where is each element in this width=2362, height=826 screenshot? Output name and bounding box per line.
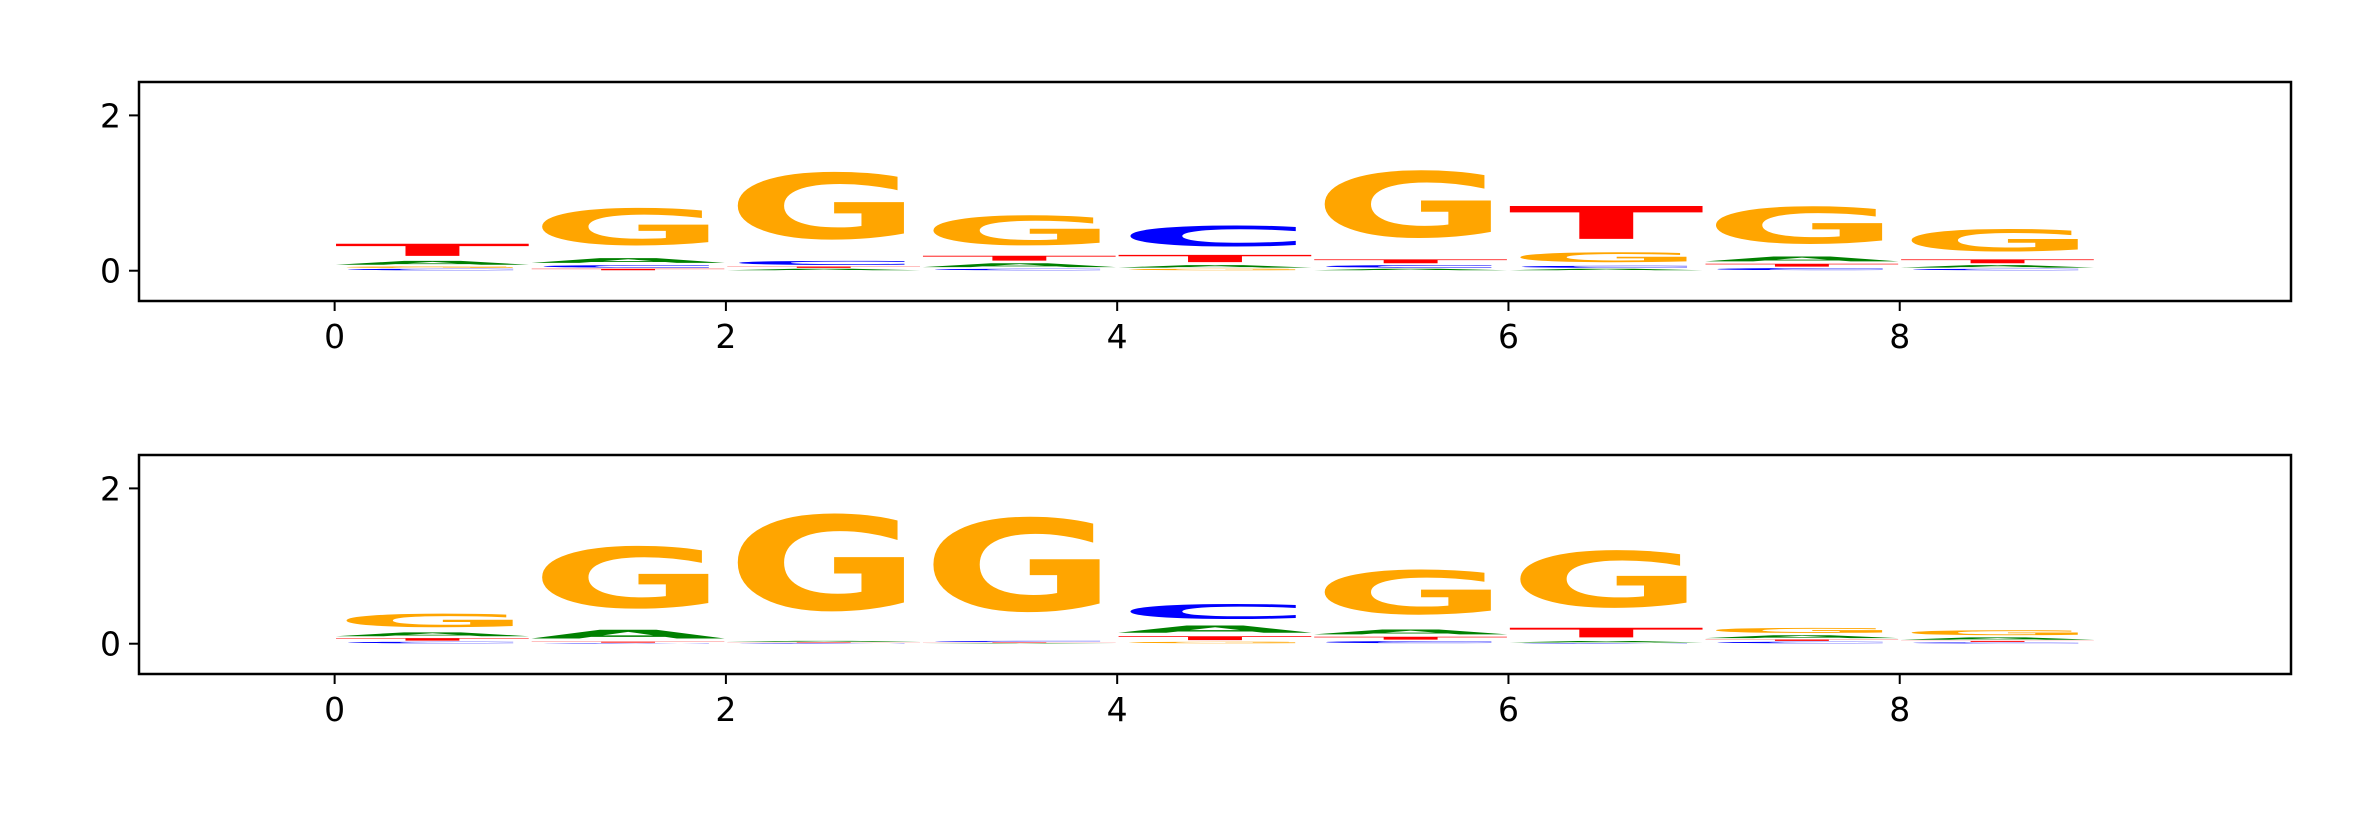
logo-letter: T: [922, 254, 1118, 262]
logo-letter: T: [726, 266, 922, 268]
logo-letter: T: [726, 642, 922, 643]
logo-letter: A: [1117, 265, 1313, 269]
x-tick-label: 4: [1107, 690, 1128, 729]
logo-letter: G: [922, 208, 1118, 254]
logo-letter: G: [922, 493, 1118, 640]
logo-letter: A: [726, 268, 922, 270]
logo-letter: C: [335, 268, 531, 270]
logo-letter: G: [335, 266, 531, 268]
logo-letter: A: [335, 260, 531, 266]
y-tick-label: 0: [100, 252, 121, 291]
logo-letter: T: [1117, 635, 1313, 641]
logo-letter: T: [1704, 639, 1900, 641]
x-tick-label: 0: [324, 690, 345, 729]
logo-letter: G: [1313, 558, 1509, 627]
logo-letter: T: [530, 641, 726, 643]
logo-letter: C: [1704, 268, 1900, 271]
logo-letter: T: [1704, 263, 1900, 268]
logo-letter: A: [1313, 268, 1509, 270]
logo-letter: G: [726, 490, 922, 641]
axes-frame: [137, 80, 2293, 303]
logo-letter: G: [530, 199, 726, 257]
logo-letter: T: [1313, 636, 1509, 641]
logo-letter: A: [726, 641, 922, 643]
logo-letter: T: [1508, 197, 1704, 250]
logo-letter: G: [1508, 250, 1704, 265]
axes-frame: [137, 453, 2293, 676]
logo-letter: A: [922, 643, 1118, 644]
logo-letter: T: [1508, 625, 1704, 640]
logo-letter: A: [1313, 628, 1509, 636]
logo-letter: A: [1117, 624, 1313, 636]
logo-letter: C: [1508, 265, 1704, 268]
logo-letter: A: [1900, 265, 2096, 269]
x-tick-label: 6: [1498, 690, 1519, 729]
logo-letter: A: [1900, 637, 2096, 641]
logo-letter: G: [1900, 224, 2096, 259]
x-tick-label: 6: [1498, 317, 1519, 356]
logo-letter: C: [922, 641, 1118, 643]
logo-letter: G: [1117, 641, 1313, 643]
logo-letter: C: [1900, 642, 2096, 644]
logo-letter: A: [1508, 268, 1704, 270]
x-tick-label: 2: [715, 317, 736, 356]
logo-letter: A: [1704, 634, 1900, 639]
logo-letter: T: [1900, 258, 2096, 264]
y-tick-label: 2: [100, 469, 121, 508]
logo-letter: T: [1117, 253, 1313, 265]
logo-letter: A: [530, 627, 726, 641]
logo-letter: A: [335, 631, 531, 637]
logo-letter: C: [922, 268, 1118, 270]
logo-letter: A: [530, 257, 726, 265]
logo-letter: G: [1900, 629, 2096, 637]
logo-letter: T: [1900, 641, 2096, 643]
logo-letter: A: [1508, 641, 1704, 643]
logo-letter: G: [1117, 268, 1313, 270]
x-tick-label: 0: [324, 317, 345, 356]
logo-letter: C: [1313, 641, 1509, 644]
x-tick-label: 8: [1889, 317, 1910, 356]
logo-letter: A: [1704, 255, 1900, 263]
logo-letter: G: [726, 156, 922, 260]
y-tick-label: 2: [100, 96, 121, 135]
logo-letter: T: [335, 638, 531, 642]
x-tick-label: 4: [1107, 317, 1128, 356]
logo-letter: C: [1508, 643, 1704, 644]
logo-letter: T: [335, 240, 531, 259]
y-tick-label: 0: [100, 625, 121, 664]
logo-letter: T: [1313, 258, 1509, 264]
logo-letter: C: [726, 643, 922, 644]
x-tick-label: 8: [1889, 690, 1910, 729]
logo-letter: C: [1704, 641, 1900, 643]
logo-letter: G: [335, 610, 531, 631]
logo-letter: A: [922, 262, 1118, 268]
logo-letter: C: [1900, 268, 2096, 270]
x-tick-label: 2: [715, 690, 736, 729]
logo-letter: C: [1117, 220, 1313, 253]
logo-letter: C: [335, 641, 531, 643]
logo-letter: T: [530, 268, 726, 270]
logo-letter: G: [1704, 197, 1900, 255]
logo-letter: G: [1313, 154, 1509, 258]
logo-letter: C: [726, 260, 922, 266]
logo-letter: G: [1704, 627, 1900, 635]
logo-letter: C: [1313, 265, 1509, 269]
logo-letter: C: [530, 643, 726, 644]
logo-letter: T: [922, 642, 1118, 643]
logo-letter: G: [530, 531, 726, 628]
logo-letter: C: [1117, 600, 1313, 623]
logo-letter: G: [1508, 536, 1704, 625]
logo-letter: C: [530, 265, 726, 269]
